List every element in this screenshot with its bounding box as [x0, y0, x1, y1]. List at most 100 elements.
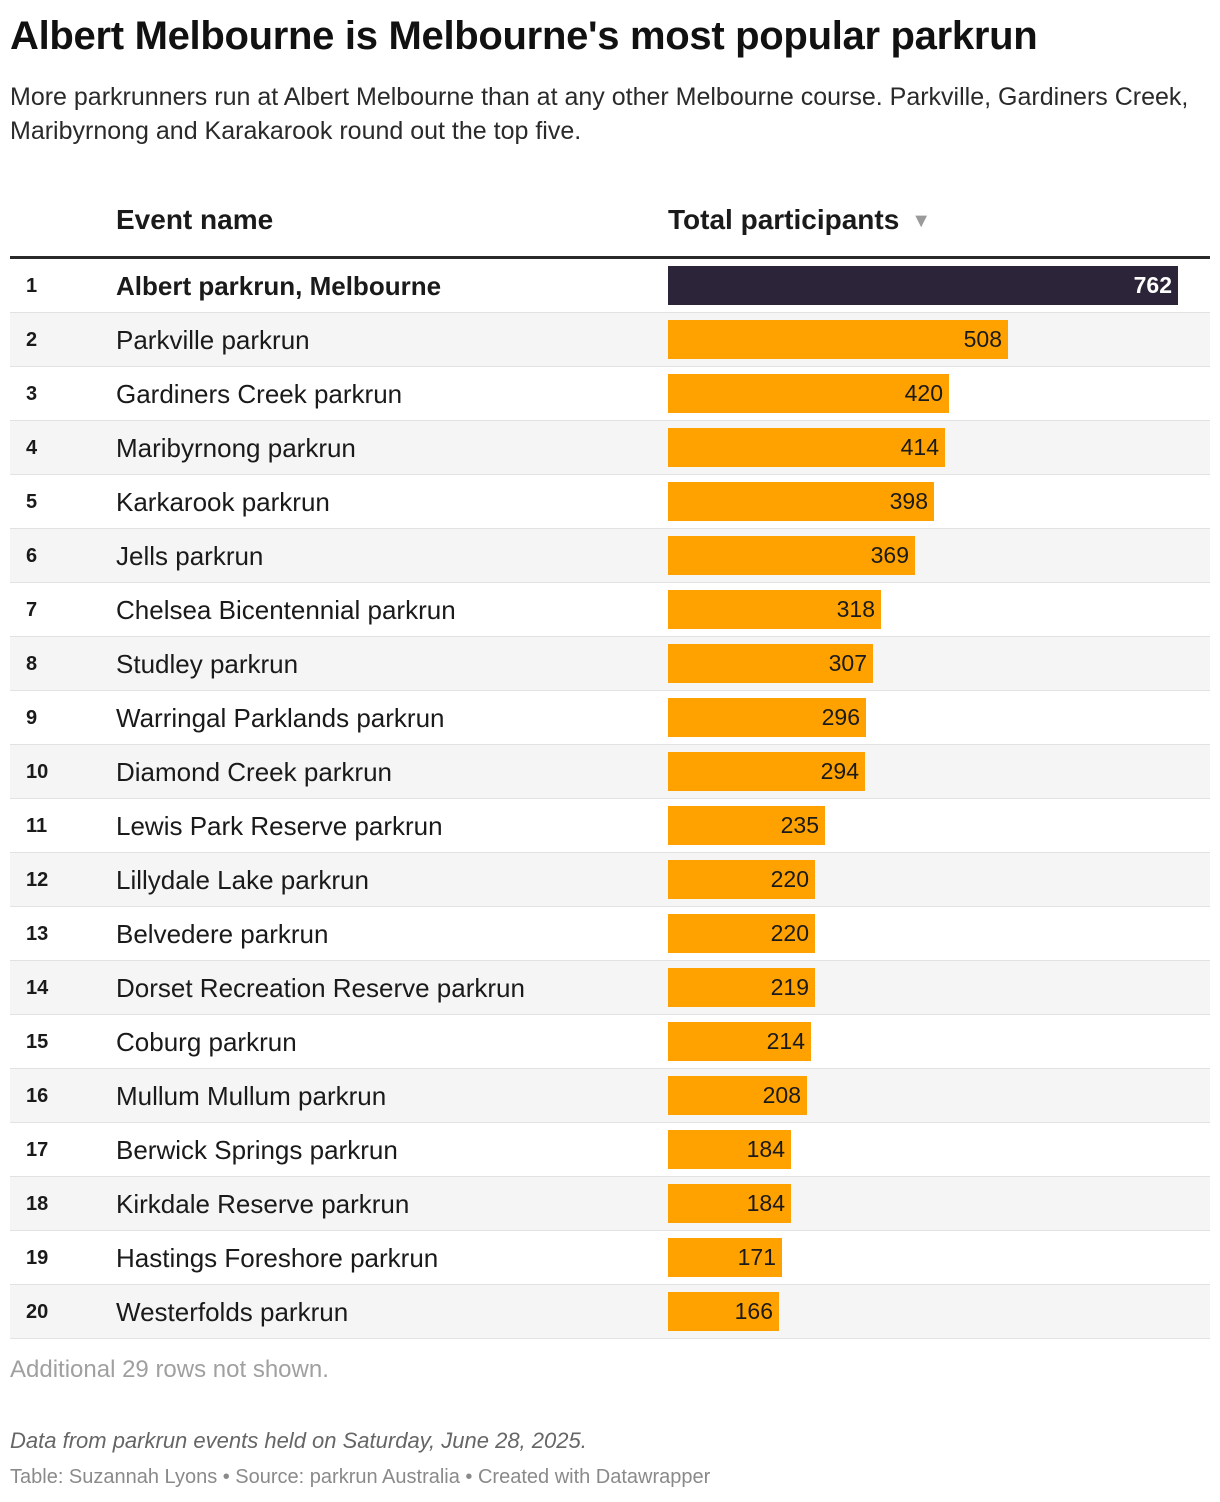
footnote: Data from parkrun events held on Saturda… [10, 1428, 587, 1453]
row-rank: 3 [26, 383, 38, 405]
participants-value-label: 414 [900, 434, 939, 460]
participants-bar: 318 [668, 590, 881, 629]
chart-subtitle: More parkrunners run at Albert Melbourne… [10, 83, 1189, 145]
table-row: 3 Gardiners Creek parkrun 420 [10, 367, 1210, 421]
participants-value-label: 420 [904, 380, 943, 406]
participants-bar: 398 [668, 482, 934, 521]
row-rank: 14 [26, 977, 49, 999]
participants-bar: 214 [668, 1022, 811, 1061]
row-rank: 2 [26, 329, 38, 351]
row-event-name: Albert parkrun, Melbourne [116, 271, 442, 301]
table-row: 19 Hastings Foreshore parkrun 171 [10, 1231, 1210, 1285]
participants-value-label: 208 [762, 1082, 801, 1108]
participants-value-label: 235 [780, 812, 819, 838]
participants-bar: 220 [668, 914, 815, 953]
table-row: 16 Mullum Mullum parkrun 208 [10, 1069, 1210, 1123]
table-row: 17 Berwick Springs parkrun 184 [10, 1123, 1210, 1177]
participants-value-label: 214 [766, 1028, 805, 1054]
row-rank: 4 [26, 437, 38, 459]
row-rank: 16 [26, 1085, 49, 1107]
table-row: 8 Studley parkrun 307 [10, 637, 1210, 691]
participants-bar: 762 [668, 266, 1178, 305]
row-rank: 9 [26, 707, 38, 729]
row-rank: 10 [26, 761, 49, 783]
table-row: 14 Dorset Recreation Reserve parkrun 219 [10, 961, 1210, 1015]
participants-value-label: 171 [737, 1244, 776, 1270]
participants-bar: 296 [668, 698, 866, 737]
sort-descending-icon[interactable]: ▼ [911, 210, 932, 232]
row-event-name: Diamond Creek parkrun [116, 757, 393, 787]
participants-value-label: 762 [1133, 272, 1172, 298]
row-event-name: Chelsea Bicentennial parkrun [116, 595, 456, 625]
table-row: 20 Westerfolds parkrun 166 [10, 1285, 1210, 1339]
participants-value-label: 184 [746, 1136, 785, 1162]
column-header-total-participants[interactable]: Total participants ▼ [668, 204, 931, 236]
participants-bar: 235 [668, 806, 825, 845]
participants-bar: 294 [668, 752, 865, 791]
participants-bar: 420 [668, 374, 949, 413]
row-event-name: Lewis Park Reserve parkrun [116, 811, 443, 841]
table-row: 18 Kirkdale Reserve parkrun 184 [10, 1177, 1210, 1231]
table-row: 12 Lillydale Lake parkrun 220 [10, 853, 1210, 907]
table-row: 6 Jells parkrun 369 [10, 529, 1210, 583]
row-event-name: Gardiners Creek parkrun [116, 379, 403, 409]
participants-value-label: 184 [746, 1190, 785, 1216]
row-event-name: Maribyrnong parkrun [116, 433, 356, 463]
participants-value-label: 220 [770, 920, 809, 946]
participants-value-label: 294 [820, 758, 859, 784]
row-event-name: Hastings Foreshore parkrun [116, 1243, 439, 1273]
row-rank: 20 [26, 1301, 49, 1323]
participants-bar: 369 [668, 536, 915, 575]
row-event-name: Dorset Recreation Reserve parkrun [116, 973, 525, 1003]
participants-bar: 184 [668, 1184, 791, 1223]
row-event-name: Jells parkrun [116, 541, 264, 571]
row-rank: 5 [26, 491, 38, 513]
row-rank: 1 [26, 275, 38, 297]
table-row: 9 Warringal Parklands parkrun 296 [10, 691, 1210, 745]
participants-value-label: 166 [734, 1298, 773, 1324]
table-row: 5 Karkarook parkrun 398 [10, 475, 1210, 529]
row-rank: 7 [26, 599, 38, 621]
participants-value-label: 307 [828, 650, 867, 676]
participants-bar: 166 [668, 1292, 779, 1331]
credits: Table: Suzannah Lyons • Source: parkrun … [10, 1466, 711, 1488]
participants-value-label: 508 [963, 326, 1002, 352]
participants-value-label: 398 [889, 488, 928, 514]
row-event-name: Berwick Springs parkrun [116, 1135, 398, 1165]
table-row: 4 Maribyrnong parkrun 414 [10, 421, 1210, 475]
row-rank: 8 [26, 653, 38, 675]
row-rank: 12 [26, 869, 49, 891]
row-event-name: Kirkdale Reserve parkrun [116, 1189, 410, 1219]
table-header: Event name Total participants ▼ [10, 196, 1210, 259]
column-header-event-name[interactable]: Event name [116, 204, 274, 235]
row-event-name: Karkarook parkrun [116, 487, 330, 517]
row-rank: 17 [26, 1139, 49, 1161]
row-rank: 19 [26, 1247, 49, 1269]
participants-bar: 184 [668, 1130, 791, 1169]
column-header-total-label: Total participants [668, 204, 900, 235]
table-body: 1 Albert parkrun, Melbourne 762 2 Parkville … [10, 259, 1210, 1339]
participants-bar: 219 [668, 968, 815, 1007]
row-rank: 6 [26, 545, 38, 567]
row-event-name: Mullum Mullum parkrun [116, 1081, 387, 1111]
row-rank: 13 [26, 923, 49, 945]
row-event-name: Westerfolds parkrun [116, 1297, 349, 1327]
row-rank: 15 [26, 1031, 49, 1053]
row-event-name: Lillydale Lake parkrun [116, 865, 369, 895]
row-rank: 11 [26, 815, 48, 837]
participants-value-label: 220 [770, 866, 809, 892]
table-row: 1 Albert parkrun, Melbourne 762 [10, 259, 1210, 313]
row-rank: 18 [26, 1193, 49, 1215]
participants-bar: 414 [668, 428, 945, 467]
more-rows-note: Additional 29 rows not shown. [10, 1356, 329, 1383]
table-row: 15 Coburg parkrun 214 [10, 1015, 1210, 1069]
participants-bar: 171 [668, 1238, 782, 1277]
participants-bar: 508 [668, 320, 1008, 359]
participants-bar: 208 [668, 1076, 807, 1115]
row-event-name: Parkville parkrun [116, 325, 310, 355]
table-row: 7 Chelsea Bicentennial parkrun 318 [10, 583, 1210, 637]
table-row: 2 Parkville parkrun 508 [10, 313, 1210, 367]
row-event-name: Studley parkrun [116, 649, 299, 679]
table-row: 11 Lewis Park Reserve parkrun 235 [10, 799, 1210, 853]
participants-value-label: 318 [836, 596, 875, 622]
